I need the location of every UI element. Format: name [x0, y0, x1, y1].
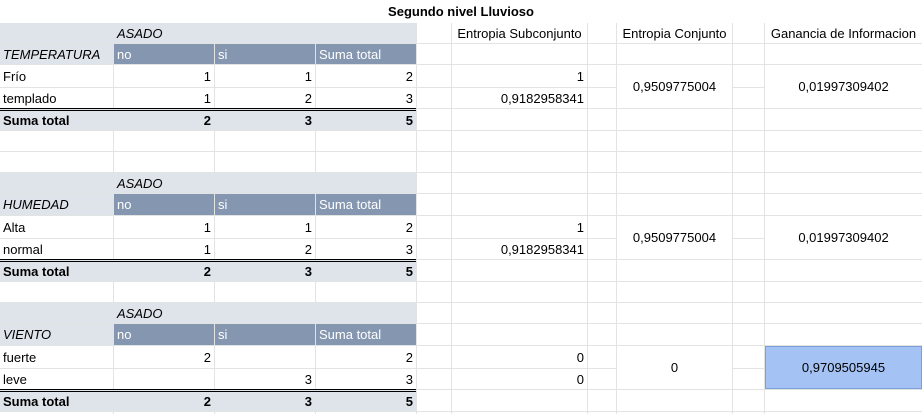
- cell-si[interactable]: 3: [304, 371, 312, 387]
- gridline: [0, 64, 922, 65]
- cell-total[interactable]: 2: [405, 349, 413, 365]
- gridline: [0, 43, 922, 44]
- entropia-conjunto-value[interactable]: 0,9509775004: [617, 216, 732, 259]
- gridline: [0, 151, 922, 152]
- entropia-subconjunto-header[interactable]: Entropia Subconjunto: [457, 25, 582, 41]
- pivot-corner: [0, 173, 113, 193]
- gridline: [451, 0, 452, 414]
- ganancia-value[interactable]: 0,01997309402: [765, 216, 922, 259]
- sum-total[interactable]: 5: [315, 389, 416, 411]
- sum-label[interactable]: Suma total: [0, 389, 113, 411]
- cell-no[interactable]: 1: [203, 90, 211, 106]
- cell-total[interactable]: 2: [405, 219, 413, 235]
- ganancia-value[interactable]: 0,01997309402: [765, 65, 922, 108]
- gridline: [0, 130, 922, 131]
- sum-label[interactable]: Suma total: [0, 108, 113, 130]
- cell-entropy[interactable]: 0: [576, 371, 584, 387]
- pivot-col-no[interactable]: no: [114, 324, 214, 345]
- row-label[interactable]: Frío: [3, 68, 27, 84]
- pivot-group-header[interactable]: ASADO: [114, 303, 416, 323]
- cell-entropy[interactable]: 0,9182958341: [500, 241, 584, 257]
- gridline: [0, 215, 922, 216]
- gridline: [0, 281, 922, 282]
- row-label[interactable]: Alta: [3, 219, 26, 235]
- pivot-attribute-header[interactable]: HUMEDAD: [0, 194, 113, 215]
- gridline: [764, 0, 765, 414]
- pivot-col-total[interactable]: Suma total: [316, 194, 416, 215]
- cell-total[interactable]: 2: [405, 68, 413, 84]
- cell-total[interactable]: 3: [405, 90, 413, 106]
- gridline: [0, 368, 922, 369]
- entropia-conjunto-header[interactable]: Entropia Conjunto: [622, 25, 727, 41]
- gridline: [416, 0, 417, 414]
- gridline: [0, 389, 922, 390]
- cell-entropy[interactable]: 1: [576, 219, 584, 235]
- gridline: [0, 87, 922, 88]
- gridline: [0, 193, 922, 194]
- row-label[interactable]: leve: [3, 371, 27, 387]
- cell-entropy[interactable]: 1: [576, 68, 584, 84]
- entropia-conjunto-value[interactable]: 0,9509775004: [617, 65, 732, 108]
- sum-no[interactable]: 2: [113, 259, 214, 281]
- gridline: [214, 0, 215, 414]
- row-label[interactable]: fuerte: [3, 349, 37, 365]
- sum-si[interactable]: 3: [214, 108, 315, 130]
- sum-no[interactable]: 2: [113, 108, 214, 130]
- pivot-attribute-header[interactable]: TEMPERATURA: [0, 44, 113, 64]
- pivot-col-total[interactable]: Suma total: [316, 324, 416, 345]
- cell-entropy[interactable]: 0,9182958341: [500, 90, 584, 106]
- gridline: [0, 411, 922, 412]
- gridline: [0, 172, 922, 173]
- gridline: [616, 0, 617, 414]
- pivot-group-header[interactable]: ASADO: [114, 23, 416, 43]
- gridline: [732, 0, 733, 414]
- gridline: [587, 0, 588, 414]
- gridline: [0, 302, 922, 303]
- cell-no[interactable]: 1: [203, 241, 211, 257]
- cell-no[interactable]: 1: [203, 68, 211, 84]
- gridline: [0, 345, 922, 346]
- pivot-col-total[interactable]: Suma total: [316, 44, 416, 64]
- ganancia-value-highlighted[interactable]: 0,9709505945: [765, 346, 922, 389]
- cell-si[interactable]: 2: [304, 241, 312, 257]
- ganancia-header[interactable]: Ganancia de Informacion: [770, 25, 917, 41]
- row-label[interactable]: normal: [3, 241, 43, 257]
- sum-no[interactable]: 2: [113, 389, 214, 411]
- cell-no[interactable]: 1: [203, 219, 211, 235]
- pivot-corner: [0, 303, 113, 323]
- cell-entropy[interactable]: 0: [576, 349, 584, 365]
- cell-total[interactable]: 3: [405, 241, 413, 257]
- gridline: [0, 238, 922, 239]
- pivot-attribute-header[interactable]: VIENTO: [0, 324, 113, 345]
- row-label[interactable]: templado: [3, 90, 57, 106]
- pivot-col-si[interactable]: si: [215, 324, 315, 345]
- pivot-group-header[interactable]: ASADO: [114, 173, 416, 193]
- gridline: [0, 108, 922, 109]
- cell-si[interactable]: [215, 346, 315, 368]
- entropia-conjunto-value[interactable]: 0: [617, 346, 732, 389]
- pivot-col-si[interactable]: si: [215, 44, 315, 64]
- cell-si[interactable]: 1: [304, 219, 312, 235]
- cell-si[interactable]: 2: [304, 90, 312, 106]
- pivot-col-no[interactable]: no: [114, 44, 214, 64]
- sum-total[interactable]: 5: [315, 108, 416, 130]
- gridline: [113, 0, 114, 414]
- sheet-title[interactable]: Segundo nivel Lluvioso: [0, 0, 922, 23]
- pivot-corner: [0, 23, 113, 43]
- gridline: [315, 0, 316, 414]
- gridline: [0, 323, 922, 324]
- cell-total[interactable]: 3: [405, 371, 413, 387]
- pivot-col-no[interactable]: no: [114, 194, 214, 215]
- sum-si[interactable]: 3: [214, 259, 315, 281]
- gridline: [0, 259, 922, 260]
- pivot-col-si[interactable]: si: [215, 194, 315, 215]
- cell-si[interactable]: 1: [304, 68, 312, 84]
- cell-no[interactable]: 2: [203, 349, 211, 365]
- sum-total[interactable]: 5: [315, 259, 416, 281]
- sum-label[interactable]: Suma total: [0, 259, 113, 281]
- sum-si[interactable]: 3: [214, 389, 315, 411]
- cell-no[interactable]: [114, 369, 214, 389]
